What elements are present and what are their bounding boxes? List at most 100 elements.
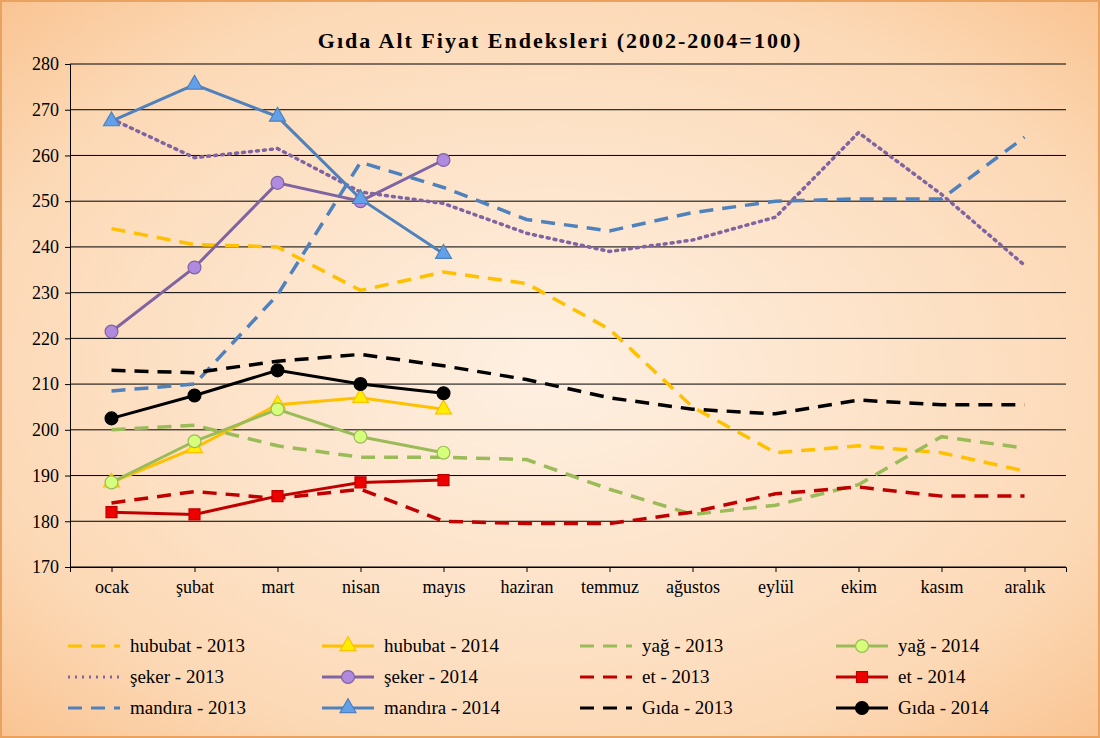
series-marker: [436, 245, 452, 259]
x-axis-line: [71, 568, 1067, 573]
y-tick: 190: [32, 466, 70, 486]
series-line: [112, 119, 1025, 265]
y-tick-label: 230: [32, 283, 59, 303]
x-tick: eylül: [758, 567, 794, 597]
legend-item: şeker - 2013: [68, 666, 224, 687]
series-marker: [437, 446, 450, 459]
x-tick-label: ekim: [841, 577, 877, 597]
x-tick-mark: [195, 567, 196, 572]
series-line: [112, 370, 444, 418]
series-marker: [271, 364, 284, 377]
x-axis: ocakşubatmartnisanmayıshazirantemmuzağus…: [71, 567, 1067, 597]
y-tick: 250: [32, 191, 70, 211]
legend-label: mandıra - 2013: [130, 697, 246, 718]
grid-line: [70, 521, 1066, 522]
legend-swatch: [68, 707, 120, 710]
x-tick: haziran: [501, 567, 554, 597]
series-marker: [353, 190, 369, 204]
title: Gıda Alt Fiyat Endeksleri (2002-2004=100…: [318, 28, 802, 53]
chart: Gıda Alt Fiyat Endeksleri (2002-2004=100…: [0, 0, 1100, 738]
legend-item: mandıra - 2014: [322, 697, 501, 718]
series-marker: [188, 435, 201, 448]
series-marker: [438, 475, 449, 486]
x-tick-label: aralık: [1005, 577, 1046, 597]
legend-marker: [340, 699, 356, 713]
y-tick: 240: [32, 237, 70, 257]
y-tick-label: 260: [32, 146, 59, 166]
grid-line: [70, 201, 1066, 202]
x-tick: nisan: [342, 567, 380, 597]
series-marker: [188, 261, 201, 274]
grid: [70, 64, 1066, 567]
grid-line: [70, 246, 1066, 247]
x-tick: temmuz: [581, 567, 639, 597]
legend-swatch: [68, 645, 120, 648]
x-tick-mark: [610, 567, 611, 572]
y-tick: 230: [32, 283, 70, 303]
y-axis-line: [65, 65, 71, 568]
series-marker: [188, 389, 201, 402]
series-line: [112, 480, 444, 514]
series-marker: [355, 477, 366, 488]
series-group: [104, 75, 1025, 523]
x-tick-mark: [112, 567, 113, 572]
legend-swatch: [580, 645, 632, 648]
x-tick: mayıs: [423, 567, 466, 597]
y-tick-mark: [65, 201, 70, 202]
y-tick-label: 180: [32, 512, 59, 532]
y-tick-label: 200: [32, 420, 59, 440]
series-marker: [354, 430, 367, 443]
legend-item: şeker - 2014: [322, 666, 478, 687]
y-tick: 210: [32, 374, 70, 394]
legend-item: et - 2014: [836, 666, 966, 687]
background: [1, 1, 1099, 737]
series-line: [112, 137, 1025, 391]
y-tick-mark: [65, 64, 70, 65]
legend-label: Gıda - 2013: [642, 697, 733, 718]
series-marker: [105, 325, 118, 338]
series-marker: [437, 154, 450, 167]
y-tick-label: 210: [32, 374, 59, 394]
y-tick: 180: [32, 512, 70, 532]
y-tick-mark: [65, 476, 70, 477]
grid-line: [70, 338, 1066, 339]
y-tick-mark: [65, 384, 70, 385]
y-tick-mark: [65, 430, 70, 431]
x-tick-mark: [527, 567, 528, 572]
y-tick-mark: [65, 567, 70, 568]
y-tick-label: 280: [32, 54, 59, 74]
plot-area: 170180190200210220230240250260270280ocak…: [32, 54, 1067, 597]
x-tick-mark: [693, 567, 694, 572]
y-tick-mark: [65, 293, 70, 294]
series-line: [112, 409, 444, 482]
legend-label: Gıda - 2014: [898, 697, 989, 718]
legend: hububat - 2013hububat - 2014yağ - 2013ya…: [68, 635, 989, 718]
x-tick-mark: [444, 567, 445, 572]
grid-line: [70, 64, 1066, 65]
x-tick-label: temmuz: [581, 577, 639, 597]
legend-swatch: [580, 676, 632, 679]
legend-label: hububat - 2013: [130, 635, 245, 656]
series-marker: [272, 491, 283, 502]
legend-label: yağ - 2014: [898, 635, 980, 656]
y-tick-mark: [65, 338, 70, 339]
series-line: [112, 425, 1025, 514]
y-tick-label: 250: [32, 191, 59, 211]
x-tick: aralık: [1005, 567, 1046, 597]
x-tick-mark: [1025, 567, 1026, 572]
x-tick: ağustos: [666, 567, 720, 597]
x-tick-label: şubat: [176, 577, 214, 597]
grid-line: [70, 292, 1066, 293]
legend-item: yağ - 2013: [580, 635, 723, 656]
legend-marker: [856, 640, 869, 653]
legend-marker: [856, 702, 869, 715]
x-tick-mark: [278, 567, 279, 572]
series-line: [112, 487, 1025, 524]
legend-item: yağ - 2014: [836, 635, 980, 656]
y-tick-label: 190: [32, 466, 59, 486]
x-tick-label: ağustos: [666, 577, 720, 597]
legend-label: et - 2014: [898, 666, 966, 687]
x-tick-mark: [361, 567, 362, 572]
legend-label: şeker - 2013: [130, 666, 224, 687]
legend-marker: [857, 672, 868, 683]
